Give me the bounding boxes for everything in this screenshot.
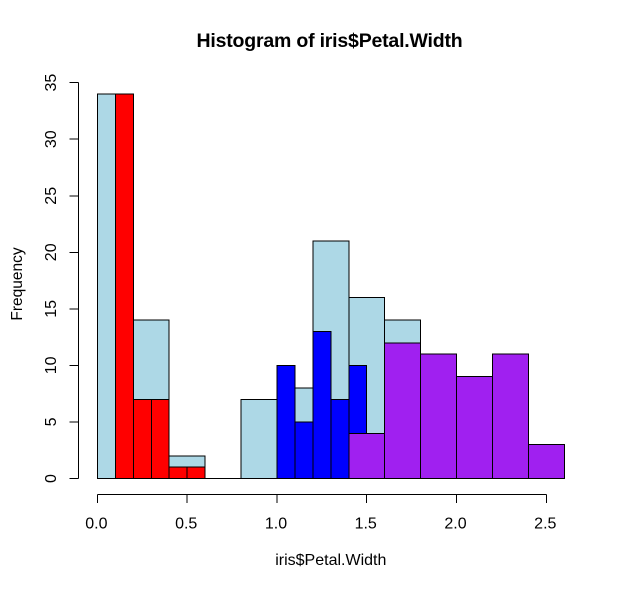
svg-text:Histogram of iris$Petal.Width: Histogram of iris$Petal.Width <box>197 30 463 52</box>
svg-text:30: 30 <box>43 130 60 148</box>
svg-text:35: 35 <box>43 74 60 92</box>
svg-text:2.0: 2.0 <box>444 516 466 533</box>
svg-text:0: 0 <box>43 474 60 483</box>
svg-text:1.5: 1.5 <box>355 516 377 533</box>
svg-text:15: 15 <box>43 300 60 318</box>
svg-text:Frequency: Frequency <box>9 247 26 320</box>
svg-text:iris$Petal.Width: iris$Petal.Width <box>275 552 386 569</box>
svg-text:1.0: 1.0 <box>265 516 287 533</box>
svg-text:5: 5 <box>43 417 60 426</box>
svg-text:25: 25 <box>43 187 60 205</box>
svg-text:0.0: 0.0 <box>85 516 107 533</box>
svg-text:0.5: 0.5 <box>175 516 197 533</box>
svg-text:20: 20 <box>43 243 60 261</box>
svg-text:10: 10 <box>43 356 60 374</box>
svg-text:2.5: 2.5 <box>534 516 556 533</box>
